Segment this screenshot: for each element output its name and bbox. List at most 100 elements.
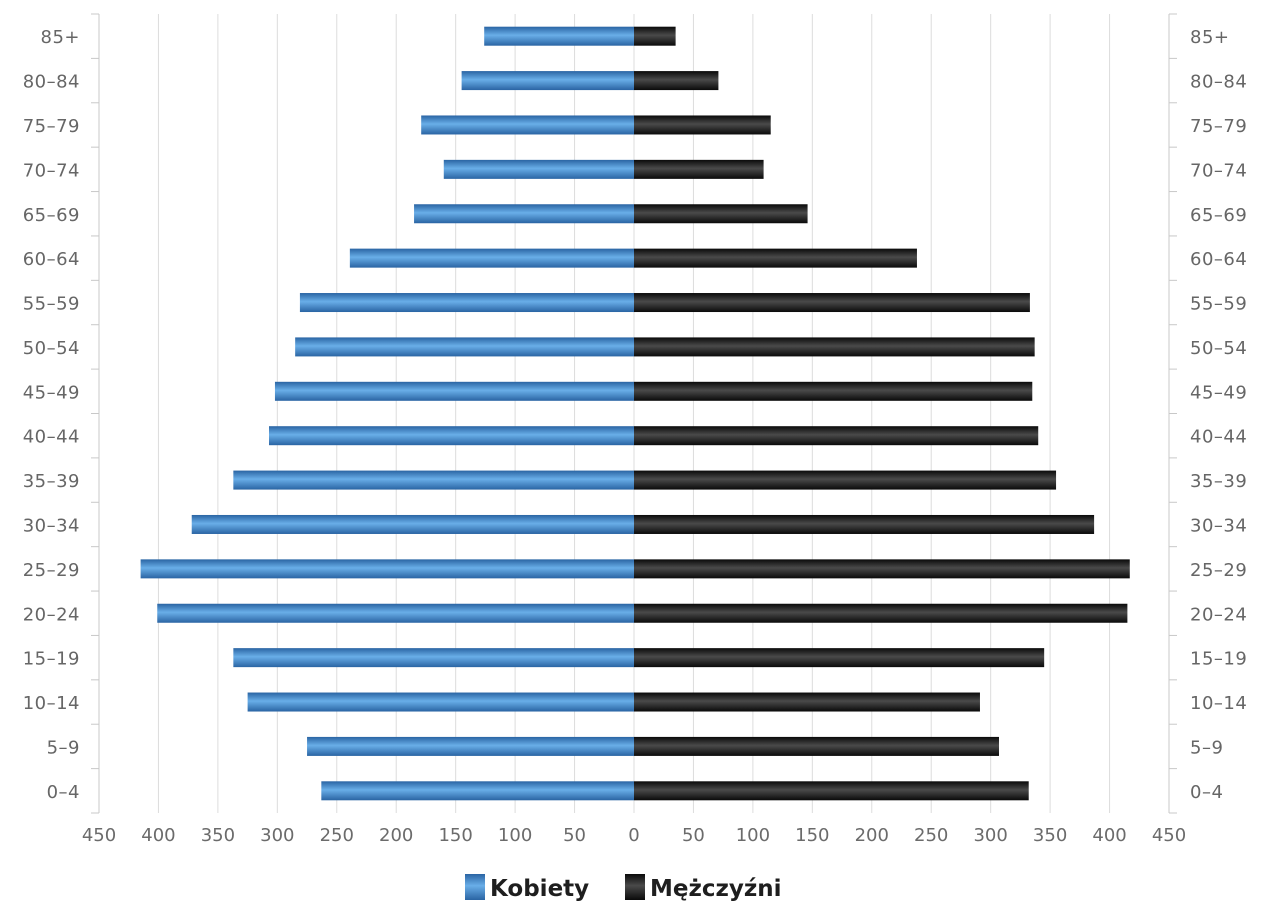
bars-group [140, 26, 1130, 801]
x-tick-label: 150 [438, 825, 472, 846]
bar-mezczyzni-10-14 [634, 692, 980, 712]
bar-mezczyzni-50-54 [634, 337, 1035, 357]
bar-mezczyzni-70-74 [634, 159, 764, 179]
y-tick-label-right: 75–79 [1190, 116, 1247, 137]
bar-kobiety-20-24 [157, 603, 634, 623]
y-tick-label-right: 45–49 [1190, 382, 1247, 403]
x-tick-label: 450 [1152, 825, 1186, 846]
y-tick-label-right: 70–74 [1190, 160, 1247, 181]
bar-mezczyzni-15-19 [634, 648, 1045, 668]
x-tick-label: 200 [379, 825, 413, 846]
y-tick-label-right: 20–24 [1190, 604, 1247, 625]
x-tick-label: 250 [914, 825, 948, 846]
bar-mezczyzni-20-24 [634, 603, 1128, 623]
bar-mezczyzni-25-29 [634, 559, 1130, 579]
y-tick-label-right: 60–64 [1190, 249, 1247, 270]
x-tick-label: 100 [736, 825, 770, 846]
y-tick-label-right: 15–19 [1190, 649, 1247, 670]
y-tick-label-right: 55–59 [1190, 294, 1247, 315]
y-tick-label-left: 0–4 [47, 782, 80, 803]
bar-mezczyzni-35-39 [634, 470, 1057, 490]
y-tick-label-left: 45–49 [23, 382, 80, 403]
bar-mezczyzni-30-34 [634, 514, 1095, 534]
bar-mezczyzni-5-9 [634, 736, 999, 756]
bar-kobiety-30-34 [191, 514, 634, 534]
y-tick-label-right: 5–9 [1190, 737, 1223, 758]
bar-kobiety-85plus [484, 26, 634, 46]
bar-mezczyzni-60-64 [634, 248, 917, 268]
x-tick-label: 200 [855, 825, 889, 846]
bar-kobiety-35-39 [233, 470, 634, 490]
x-tick-label: 300 [260, 825, 294, 846]
y-tick-label-right: 10–14 [1190, 693, 1247, 714]
legend-swatch [465, 874, 485, 900]
y-tick-label-left: 40–44 [23, 427, 80, 448]
y-tick-label-left: 50–54 [23, 338, 80, 359]
y-tick-label-right: 85+ [1190, 27, 1230, 48]
y-tick-label-left: 85+ [41, 27, 81, 48]
y-tick-label-left: 35–39 [23, 471, 80, 492]
y-tick-label-right: 50–54 [1190, 338, 1247, 359]
x-tick-label: 350 [1033, 825, 1067, 846]
bar-mezczyzni-0-4 [634, 781, 1029, 801]
bar-kobiety-15-19 [233, 648, 634, 668]
y-tick-label-right: 0–4 [1190, 782, 1223, 803]
y-tick-label-right: 40–44 [1190, 427, 1247, 448]
x-tick-label: 400 [141, 825, 175, 846]
x-tick-label: 0 [628, 825, 639, 846]
bar-mezczyzni-80-84 [634, 71, 719, 91]
x-tick-label: 300 [973, 825, 1007, 846]
bar-kobiety-50-54 [295, 337, 634, 357]
bar-kobiety-25-29 [140, 559, 634, 579]
y-tick-label-left: 5–9 [47, 737, 80, 758]
bar-kobiety-55-59 [299, 293, 634, 313]
x-tick-label: 50 [563, 825, 586, 846]
x-tick-label: 50 [682, 825, 705, 846]
axis-labels: 450 400 350 300 250 200 150 100 50 0 50 100 150 200 25… [23, 27, 1247, 846]
y-tick-label-left: 55–59 [23, 294, 80, 315]
bar-kobiety-70-74 [443, 159, 634, 179]
x-tick-label: 400 [1092, 825, 1126, 846]
y-tick-label-right: 80–84 [1190, 72, 1247, 93]
bar-kobiety-60-64 [349, 248, 634, 268]
bar-kobiety-40-44 [269, 426, 634, 446]
y-tick-label-right: 30–34 [1190, 515, 1247, 536]
bar-mezczyzni-85plus [634, 26, 676, 46]
bar-mezczyzni-55-59 [634, 293, 1030, 313]
bar-kobiety-10-14 [247, 692, 634, 712]
x-tick-label: 250 [320, 825, 354, 846]
y-tick-label-left: 75–79 [23, 116, 80, 137]
x-tick-label: 150 [795, 825, 829, 846]
legend-label: Kobiety [490, 876, 589, 902]
y-tick-label-right: 35–39 [1190, 471, 1247, 492]
grid-lines [157, 14, 1111, 813]
bar-kobiety-75-79 [421, 115, 634, 135]
y-tick-label-left: 80–84 [23, 72, 80, 93]
bar-kobiety-45-49 [274, 381, 634, 401]
y-tick-label-left: 25–29 [23, 560, 80, 581]
bar-mezczyzni-75-79 [634, 115, 771, 135]
x-tick-label: 350 [201, 825, 235, 846]
bar-mezczyzni-45-49 [634, 381, 1033, 401]
y-tick-label-left: 70–74 [23, 160, 80, 181]
x-tick-label: 100 [498, 825, 532, 846]
bar-kobiety-0-4 [321, 781, 634, 801]
y-tick-label-left: 60–64 [23, 249, 80, 270]
bar-mezczyzni-40-44 [634, 426, 1039, 446]
y-tick-label-left: 15–19 [23, 649, 80, 670]
y-tick-label-left: 65–69 [23, 205, 80, 226]
bar-kobiety-5-9 [307, 736, 634, 756]
legend-swatch [625, 874, 645, 900]
y-tick-label-right: 65–69 [1190, 205, 1247, 226]
y-tick-label-left: 20–24 [23, 604, 80, 625]
legend-label: Mężczyźni [650, 876, 782, 902]
bar-kobiety-80-84 [461, 71, 634, 91]
y-tick-label-right: 25–29 [1190, 560, 1247, 581]
bar-kobiety-65-69 [414, 204, 634, 224]
legend: Kobiety Mężczyźni [465, 874, 782, 902]
bar-mezczyzni-65-69 [634, 204, 808, 224]
y-tick-label-left: 10–14 [23, 693, 80, 714]
x-tick-label: 450 [82, 825, 116, 846]
